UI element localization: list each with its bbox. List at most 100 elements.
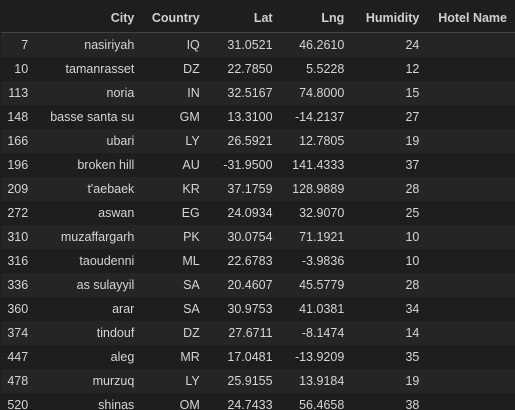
cell-humidity: 38 xyxy=(352,393,428,410)
cell-lng: 141.4333 xyxy=(280,153,353,177)
cell-city: taoudenni xyxy=(36,249,143,273)
cell-humidity: 34 xyxy=(352,297,428,321)
cell-index: 10 xyxy=(1,57,37,81)
cell-country: IQ xyxy=(142,32,208,57)
cell-lat: 27.6711 xyxy=(207,321,281,345)
cell-lng: 56.4658 xyxy=(280,393,353,410)
header-country: Country xyxy=(142,4,208,33)
cell-hotel-name xyxy=(427,345,515,369)
cell-index: 166 xyxy=(1,129,37,153)
cell-index: 336 xyxy=(1,273,37,297)
cell-lat: 37.1759 xyxy=(207,177,281,201)
cell-lat: 22.6783 xyxy=(207,249,281,273)
cell-index: 272 xyxy=(1,201,37,225)
cell-city: nasiriyah xyxy=(36,32,143,57)
cell-humidity: 19 xyxy=(352,129,428,153)
table-row: 113 noria IN 32.5167 74.8000 15 xyxy=(1,81,515,105)
cell-lng: -13.9209 xyxy=(280,345,353,369)
cell-humidity: 25 xyxy=(352,201,428,225)
cell-country: IN xyxy=(142,81,208,105)
cell-lat: 24.7433 xyxy=(207,393,281,410)
table-row: 520 shinas OM 24.7433 56.4658 38 xyxy=(1,393,515,410)
cell-hotel-name xyxy=(427,57,515,81)
table-row: 316 taoudenni ML 22.6783 -3.9836 10 xyxy=(1,249,515,273)
cell-index: 310 xyxy=(1,225,37,249)
cell-index: 209 xyxy=(1,177,37,201)
cell-lat: 32.5167 xyxy=(207,81,281,105)
cell-index: 374 xyxy=(1,321,37,345)
cell-humidity: 27 xyxy=(352,105,428,129)
cell-city: broken hill xyxy=(36,153,143,177)
cell-country: AU xyxy=(142,153,208,177)
table-row: 209 t'aebaek KR 37.1759 128.9889 28 xyxy=(1,177,515,201)
table-body: 7 nasiriyah IQ 31.0521 46.2610 24 10 tamanrasse… xyxy=(1,32,515,410)
cell-hotel-name xyxy=(427,321,515,345)
header-lat: Lat xyxy=(207,4,281,33)
cell-hotel-name xyxy=(427,32,515,57)
cell-city: tindouf xyxy=(36,321,143,345)
cell-lng: 128.9889 xyxy=(280,177,353,201)
cell-city: muzaffargarh xyxy=(36,225,143,249)
cell-country: EG xyxy=(142,201,208,225)
cell-lng: 71.1921 xyxy=(280,225,353,249)
header-index xyxy=(1,4,37,33)
cell-lat: 24.0934 xyxy=(207,201,281,225)
cell-hotel-name xyxy=(427,225,515,249)
cell-lat: 30.9753 xyxy=(207,297,281,321)
cell-hotel-name xyxy=(427,81,515,105)
cell-country: PK xyxy=(142,225,208,249)
header-lng: Lng xyxy=(280,4,353,33)
cell-index: 7 xyxy=(1,32,37,57)
cell-hotel-name xyxy=(427,273,515,297)
cell-city: t'aebaek xyxy=(36,177,143,201)
cell-index: 196 xyxy=(1,153,37,177)
cell-index: 148 xyxy=(1,105,37,129)
cell-country: DZ xyxy=(142,321,208,345)
cell-lat: -31.9500 xyxy=(207,153,281,177)
cell-hotel-name xyxy=(427,297,515,321)
cell-humidity: 37 xyxy=(352,153,428,177)
table-header: City Country Lat Lng Humidity Hotel Name xyxy=(1,4,515,33)
cell-index: 447 xyxy=(1,345,37,369)
cell-lng: -3.9836 xyxy=(280,249,353,273)
cell-city: murzuq xyxy=(36,369,143,393)
cell-index: 520 xyxy=(1,393,37,410)
table-row: 374 tindouf DZ 27.6711 -8.1474 14 xyxy=(1,321,515,345)
cell-humidity: 10 xyxy=(352,225,428,249)
cell-lng: 46.2610 xyxy=(280,32,353,57)
cell-humidity: 15 xyxy=(352,81,428,105)
cell-lng: 74.8000 xyxy=(280,81,353,105)
cell-city: ubari xyxy=(36,129,143,153)
cell-lat: 31.0521 xyxy=(207,32,281,57)
cell-country: DZ xyxy=(142,57,208,81)
cell-humidity: 12 xyxy=(352,57,428,81)
cell-humidity: 14 xyxy=(352,321,428,345)
table-row: 148 basse santa su GM 13.3100 -14.2137 27 xyxy=(1,105,515,129)
cell-country: ML xyxy=(142,249,208,273)
header-city: City xyxy=(36,4,143,33)
cell-lat: 13.3100 xyxy=(207,105,281,129)
cell-humidity: 24 xyxy=(352,32,428,57)
table-row: 360 arar SA 30.9753 41.0381 34 xyxy=(1,297,515,321)
cell-country: OM xyxy=(142,393,208,410)
cell-hotel-name xyxy=(427,153,515,177)
cell-hotel-name xyxy=(427,369,515,393)
cell-hotel-name xyxy=(427,201,515,225)
cell-lng: -14.2137 xyxy=(280,105,353,129)
cell-city: aswan xyxy=(36,201,143,225)
cell-lng: 5.5228 xyxy=(280,57,353,81)
cell-country: KR xyxy=(142,177,208,201)
cell-hotel-name xyxy=(427,249,515,273)
cell-city: shinas xyxy=(36,393,143,410)
cell-lng: 13.9184 xyxy=(280,369,353,393)
cell-index: 478 xyxy=(1,369,37,393)
cell-hotel-name xyxy=(427,393,515,410)
cell-lng: 45.5779 xyxy=(280,273,353,297)
cell-humidity: 10 xyxy=(352,249,428,273)
cell-city: noria xyxy=(36,81,143,105)
cell-lat: 25.9155 xyxy=(207,369,281,393)
table-row: 166 ubari LY 26.5921 12.7805 19 xyxy=(1,129,515,153)
table-row: 310 muzaffargarh PK 30.0754 71.1921 10 xyxy=(1,225,515,249)
cell-city: basse santa su xyxy=(36,105,143,129)
